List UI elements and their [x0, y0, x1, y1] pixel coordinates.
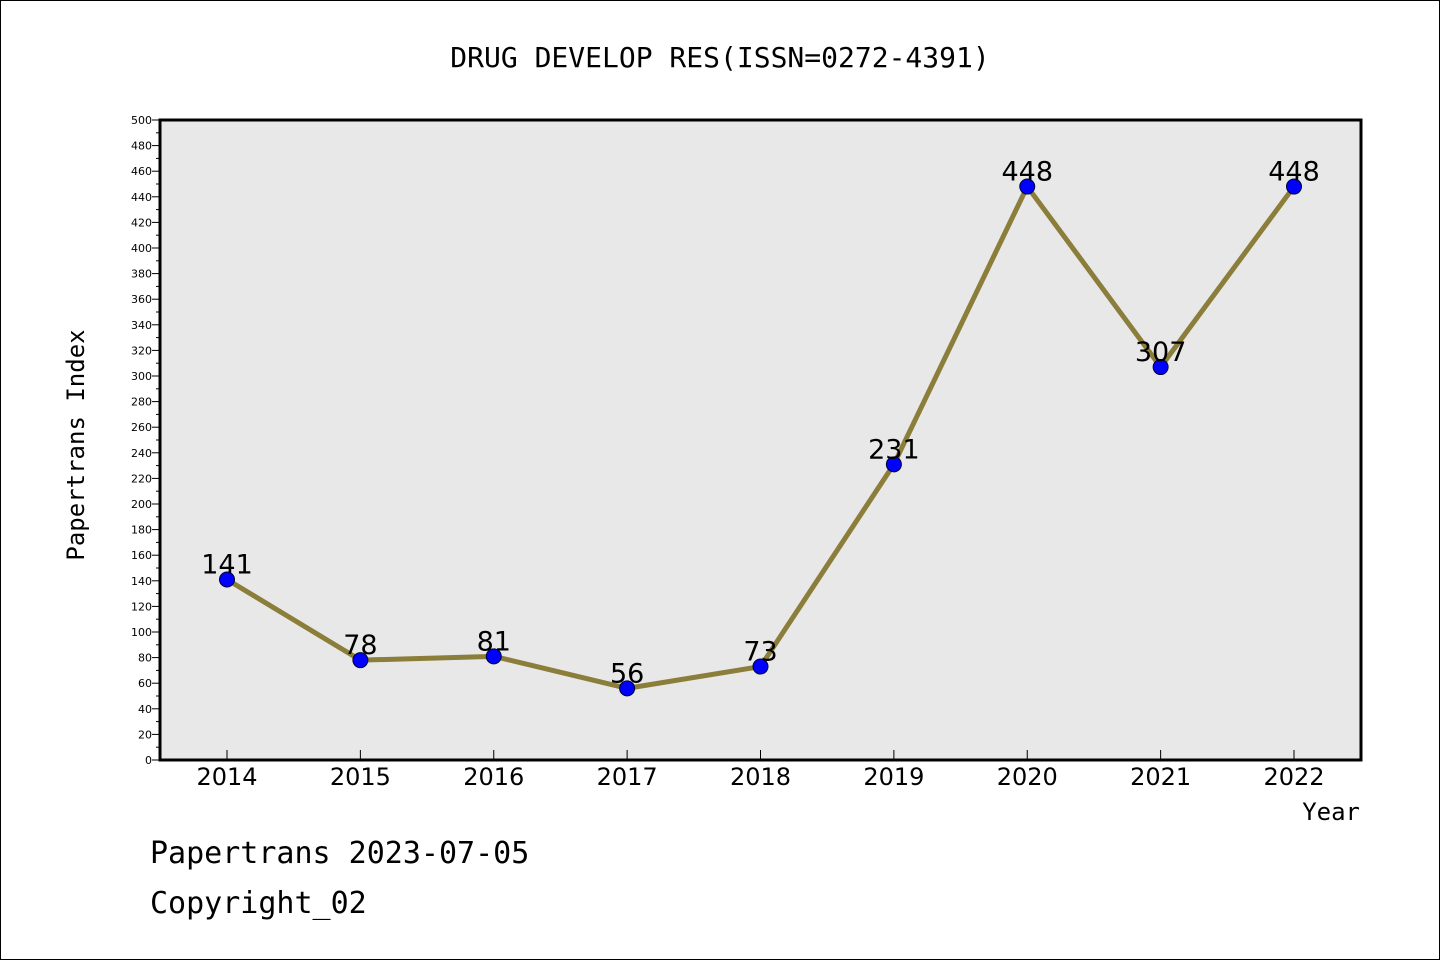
y-tick-label: 40: [138, 703, 152, 716]
x-tick-label: 2022: [1263, 763, 1324, 791]
x-axis-label: Year: [1302, 798, 1360, 826]
x-tick-label: 2020: [997, 763, 1058, 791]
data-label: 231: [868, 434, 920, 465]
data-label: 81: [477, 626, 511, 657]
x-tick-label: 2016: [463, 763, 524, 791]
x-tick-label: 2015: [330, 763, 391, 791]
series-markers: [219, 178, 1302, 697]
y-tick-label: 60: [138, 677, 152, 690]
y-tick-label: 360: [131, 293, 152, 306]
y-tick-label: 260: [131, 421, 152, 434]
plot-border: [158, 118, 1363, 762]
data-point: [752, 658, 769, 675]
chart-title: DRUG DEVELOP RES(ISSN=0272-4391): [450, 41, 989, 74]
y-tick-label: 20: [138, 728, 152, 741]
data-labels: 141 78 81 56 73 231 448 307 448: [201, 157, 1320, 690]
data-point: [219, 571, 235, 588]
y-tick-label: 0: [145, 754, 152, 767]
y-tick-label: 140: [131, 575, 152, 588]
data-point: [885, 456, 902, 473]
y-tick-label: 100: [131, 626, 152, 639]
footer-date: Papertrans 2023-07-05: [150, 836, 529, 871]
data-label: 78: [343, 630, 377, 661]
data-point: [485, 648, 502, 665]
y-tick-label: 440: [131, 191, 152, 204]
y-tick-label: 80: [138, 652, 152, 665]
data-label: 448: [1001, 157, 1053, 188]
y-tick-label: 400: [131, 242, 152, 255]
y-tick-label: 300: [131, 370, 152, 383]
y-tick-label: 200: [131, 498, 152, 511]
data-label: 307: [1135, 337, 1187, 368]
data-label: 448: [1268, 157, 1320, 188]
y-tick-label: 480: [131, 140, 152, 153]
data-point: [1019, 178, 1036, 195]
y-axis-label: Papertrans Index: [62, 329, 90, 560]
y-tick-label: 340: [131, 319, 152, 332]
x-tick-label: 2019: [863, 763, 924, 791]
data-label: 56: [610, 658, 644, 689]
y-tick-label: 180: [131, 524, 152, 537]
data-point: [1152, 359, 1169, 376]
data-point: [352, 652, 369, 669]
x-tick-label: 2018: [730, 763, 791, 791]
y-tick-label: 380: [131, 268, 152, 281]
x-tick-label: 2021: [1130, 763, 1191, 791]
footer-copyright: Copyright_02: [150, 886, 367, 921]
y-tick-label: 220: [131, 472, 152, 485]
y-tick-label: 120: [131, 600, 152, 613]
y-tick-label: 320: [131, 344, 152, 357]
data-label: 73: [743, 637, 777, 668]
y-axis: 0 20 40 60 80 100 120 140 160 180 200 220 240 260 280 3…: [131, 114, 160, 767]
x-axis: 2014 2015 2016 2017 2018 2019 2020 2021 2022: [196, 750, 1325, 791]
data-point: [619, 680, 636, 697]
y-tick-label: 460: [131, 165, 152, 178]
y-tick-label: 240: [131, 447, 152, 460]
y-tick-label: 160: [131, 549, 152, 562]
y-tick-label: 420: [131, 216, 152, 229]
x-tick-label: 2014: [196, 763, 257, 791]
data-label: 141: [201, 550, 253, 581]
y-tick-label: 500: [131, 114, 152, 127]
data-point: [1286, 178, 1302, 195]
y-tick-label: 280: [131, 396, 152, 409]
x-tick-label: 2017: [597, 763, 658, 791]
